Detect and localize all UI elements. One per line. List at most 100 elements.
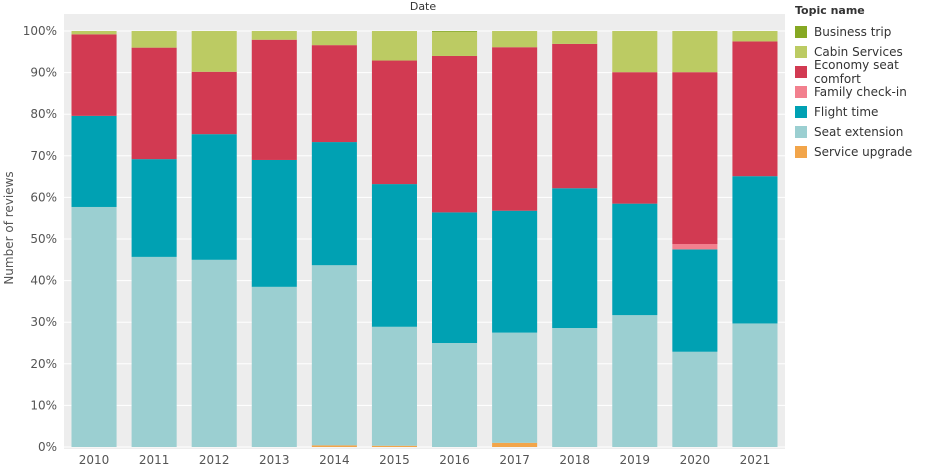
bar-segment[interactable] — [371, 60, 417, 185]
bar-segment[interactable] — [552, 188, 598, 329]
bar-segment[interactable] — [552, 31, 598, 44]
bar-segment[interactable] — [71, 115, 117, 207]
legend-items: Business trip Cabin Services Economy seat … — [795, 22, 945, 162]
bar-segment[interactable] — [552, 328, 598, 447]
bar-segment[interactable] — [131, 159, 177, 257]
x-tick-label: 2018 — [559, 453, 590, 467]
bar-segment[interactable] — [71, 206, 117, 447]
x-tick-label: 2010 — [79, 453, 110, 467]
bar-segment[interactable] — [612, 315, 658, 447]
legend-label: Service upgrade — [814, 145, 913, 159]
bar-segment[interactable] — [191, 259, 237, 447]
bar-segment[interactable] — [371, 326, 417, 446]
bar-segment[interactable] — [432, 31, 478, 56]
legend-swatch — [795, 86, 807, 98]
y-tick-label: 70% — [30, 149, 57, 163]
bar-segment[interactable] — [672, 249, 718, 352]
bar-segment[interactable] — [131, 31, 177, 48]
bar-segment[interactable] — [672, 243, 718, 250]
x-tick-label: 2014 — [319, 453, 350, 467]
bar-segment[interactable] — [432, 212, 478, 343]
chart-title: Date — [410, 0, 437, 13]
legend-item[interactable]: Business trip — [795, 22, 945, 42]
y-tick-label: 50% — [30, 232, 57, 246]
bar-segment[interactable] — [371, 31, 417, 61]
y-tick-label: 90% — [30, 66, 57, 80]
y-tick-label: 60% — [30, 190, 57, 204]
bar-segment[interactable] — [732, 41, 778, 177]
x-tick-label: 2021 — [740, 453, 771, 467]
bar-segment[interactable] — [311, 142, 357, 266]
bar-segment[interactable] — [251, 286, 297, 447]
bar-segment[interactable] — [371, 445, 417, 447]
y-tick-label: 10% — [30, 398, 57, 412]
bar-segment[interactable] — [672, 351, 718, 447]
bar-segment[interactable] — [492, 442, 538, 447]
legend-swatch — [795, 26, 807, 38]
bar-segment[interactable] — [251, 39, 297, 160]
y-tick-label: 40% — [30, 274, 57, 288]
legend-item[interactable]: Cabin Services — [795, 42, 945, 62]
y-axis-ticks: 0% 10% 20% 30% 40% 50% 60% 70% 80% 90% 100% — [23, 24, 57, 454]
bar-segment[interactable] — [492, 47, 538, 211]
bar-segment[interactable] — [432, 31, 478, 32]
y-tick-label: 100% — [23, 24, 57, 38]
bar-segment[interactable] — [432, 55, 478, 213]
bar-segment[interactable] — [251, 159, 297, 287]
x-tick-label: 2015 — [379, 453, 410, 467]
bar-segment[interactable] — [612, 31, 658, 73]
x-tick-label: 2012 — [199, 453, 230, 467]
plot-area — [64, 14, 785, 449]
legend-swatch — [795, 106, 807, 118]
bar-segment[interactable] — [492, 31, 538, 48]
bar-segment[interactable] — [672, 72, 718, 244]
bar-segment[interactable] — [251, 31, 297, 40]
legend-swatch — [795, 66, 807, 78]
bar-segment[interactable] — [71, 34, 117, 116]
y-tick-label: 30% — [30, 315, 57, 329]
bar-segment[interactable] — [71, 31, 117, 35]
bar-segment[interactable] — [552, 43, 598, 189]
y-tick-label: 80% — [30, 107, 57, 121]
legend-item[interactable]: Seat extension — [795, 122, 945, 142]
bar-segment[interactable] — [311, 265, 357, 446]
legend-swatch — [795, 46, 807, 58]
bar-segment[interactable] — [131, 256, 177, 447]
y-tick-label: 20% — [30, 357, 57, 371]
y-axis-label: Number of reviews — [2, 171, 16, 284]
legend-item[interactable]: Economy seat comfort — [795, 58, 945, 86]
gridlines — [64, 30, 785, 448]
x-tick-label: 2013 — [259, 453, 290, 467]
bar-segment[interactable] — [311, 45, 357, 143]
bar-segment[interactable] — [732, 31, 778, 42]
plot-background — [64, 14, 785, 449]
bar-segment[interactable] — [191, 31, 237, 72]
bar-segment[interactable] — [311, 445, 357, 447]
bar-segment[interactable] — [371, 184, 417, 327]
legend-item[interactable]: Service upgrade — [795, 142, 945, 162]
bar-segment[interactable] — [612, 203, 658, 316]
legend-item[interactable]: Flight time — [795, 102, 945, 122]
bar-segment[interactable] — [492, 332, 538, 443]
legend-swatch — [795, 146, 807, 158]
bar-segment[interactable] — [612, 72, 658, 204]
x-tick-label: 2016 — [439, 453, 470, 467]
legend-item[interactable]: Family check-in — [795, 82, 945, 102]
legend-label: Cabin Services — [814, 45, 903, 59]
bar-segment[interactable] — [311, 31, 357, 46]
bar-segment[interactable] — [492, 210, 538, 333]
x-axis-ticks: 2010 2011 2012 2013 2014 2015 2016 2017 2018 2019… — [79, 453, 770, 467]
legend: Topic name Business trip Cabin Services Ec… — [795, 4, 945, 162]
bar-segment[interactable] — [432, 343, 478, 447]
x-tick-label: 2020 — [680, 453, 711, 467]
bar-segment[interactable] — [732, 323, 778, 447]
legend-label: Flight time — [814, 105, 879, 119]
bar-segment[interactable] — [191, 134, 237, 260]
y-tick-label: 0% — [38, 440, 57, 454]
bar-segment[interactable] — [191, 71, 237, 135]
bar-segment[interactable] — [131, 47, 177, 160]
legend-label: Seat extension — [814, 125, 904, 139]
bar-segment[interactable] — [672, 31, 718, 73]
bar-segment[interactable] — [732, 176, 778, 324]
